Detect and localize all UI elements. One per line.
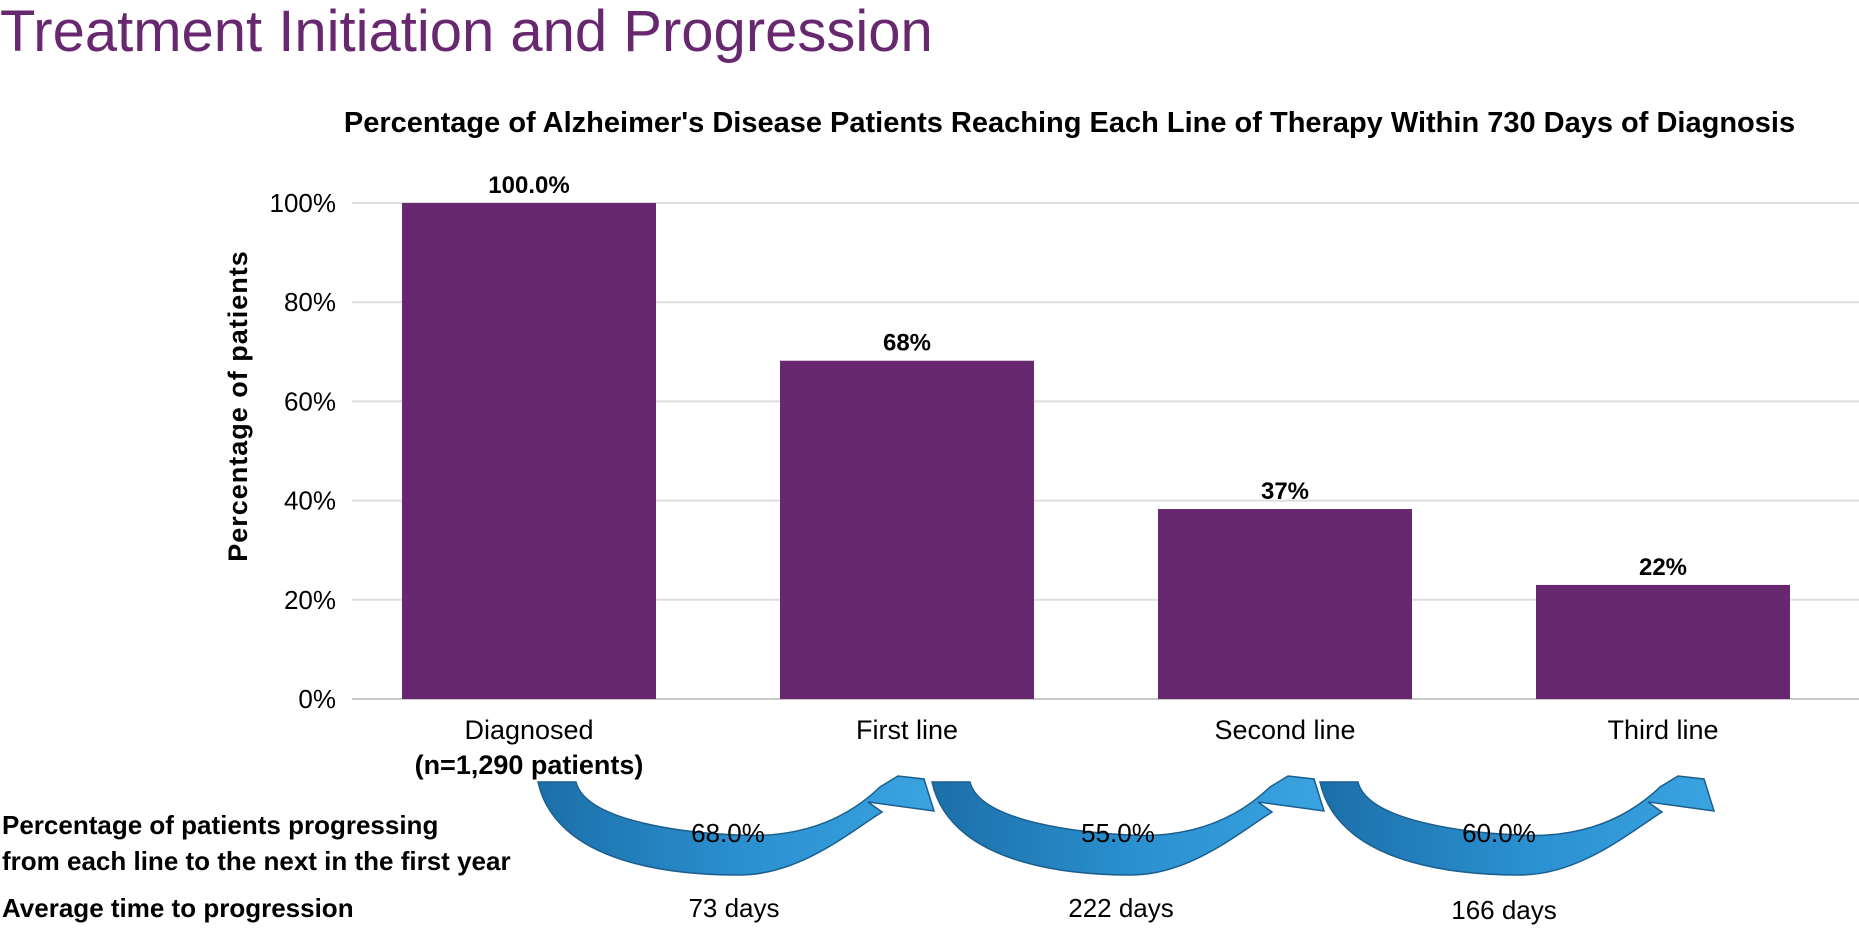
y-tick-label: 0% <box>298 684 336 714</box>
time-to-progression-label: Average time to progression <box>2 893 354 923</box>
y-tick-label: 20% <box>284 585 336 615</box>
progression-arrow-icon <box>1319 775 1716 876</box>
bar <box>780 360 1034 699</box>
page-title: Treatment Initiation and Progression <box>0 0 933 64</box>
data-label: 22% <box>1639 554 1687 581</box>
bar <box>1158 509 1412 699</box>
chart-title: Percentage of Alzheimer's Disease Patien… <box>343 107 1796 139</box>
category-label: Diagnosed <box>464 715 593 745</box>
progression-time-2: 222 days <box>1068 893 1174 923</box>
y-tick-label: 60% <box>284 386 336 416</box>
progression-percent-1: 68.0% <box>691 818 765 848</box>
progression-arrow-icon <box>537 775 936 876</box>
progression-time-1: 73 days <box>688 893 780 923</box>
progression-percent-3: 60.0% <box>1462 818 1536 848</box>
category-label: Second line <box>1214 715 1355 745</box>
category-sublabel: (n=1,290 patients) <box>415 750 644 780</box>
progression-label-line1: Percentage of patients progressing <box>2 810 439 840</box>
y-tick-label: 100% <box>270 188 337 218</box>
bar <box>402 203 656 699</box>
category-label: Third line <box>1607 715 1718 745</box>
bar <box>1536 584 1790 699</box>
progression-percent-2: 55.0% <box>1081 818 1155 848</box>
y-tick-label: 80% <box>284 287 336 317</box>
progression-arrow-icon <box>931 775 1326 876</box>
y-tick-label: 40% <box>284 486 336 516</box>
data-label: 37% <box>1261 478 1309 505</box>
data-label: 68% <box>883 330 931 357</box>
data-label: 100.0% <box>488 172 569 199</box>
category-label: First line <box>856 715 958 745</box>
progression-time-3: 166 days <box>1451 895 1557 925</box>
y-axis-label: Percentage of patients <box>223 250 253 562</box>
progression-label-line2: from each line to the next in the first … <box>2 846 511 876</box>
